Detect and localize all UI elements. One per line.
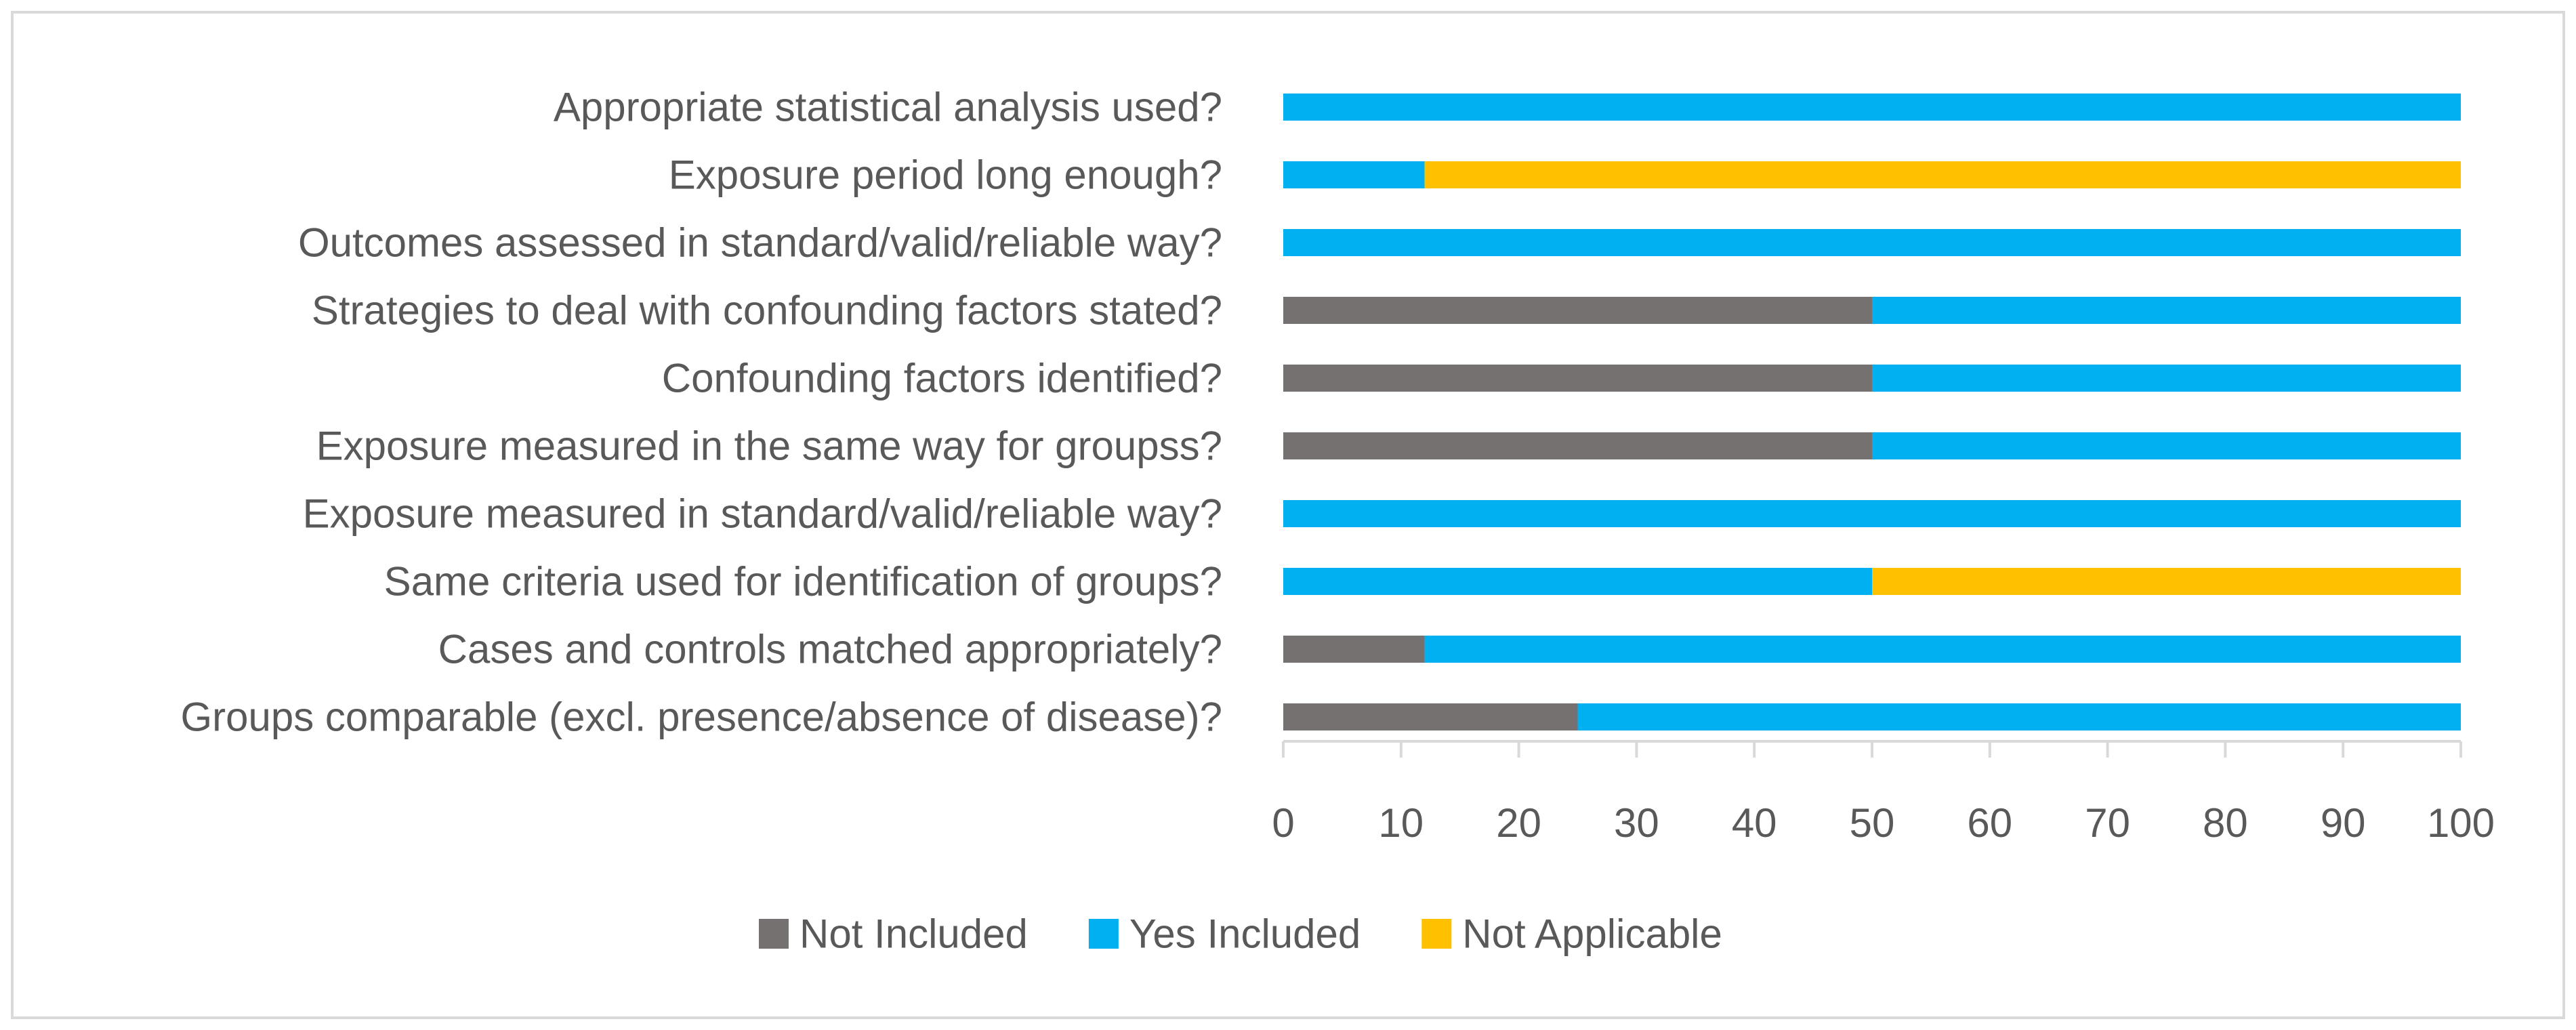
x-tick-label: 10 [1378,800,1424,846]
bar-segment-not-included [1283,432,1872,459]
category-label: Appropriate statistical analysis used? [554,85,1222,130]
legend-swatch-not-applicable [1421,919,1452,949]
category-label: Exposure measured in standard/valid/reli… [303,491,1222,537]
bar-segment-yes-included [1577,703,2461,730]
x-tick-label: 60 [1967,800,2012,846]
bar-segment-not-included [1283,636,1425,663]
x-tick-label: 90 [2321,800,2366,846]
category-label: Exposure period long enough? [669,152,1222,198]
category-label: Groups comparable (excl. presence/absenc… [181,695,1223,740]
legend-swatch-not-included [759,919,789,949]
x-tick-label: 30 [1614,800,1659,846]
bar-segment-yes-included [1872,365,2461,392]
legend-label-yes-included: Yes Included [1129,911,1360,957]
bar-segment-yes-included [1283,568,1872,595]
category-label: Confounding factors identified? [662,356,1222,401]
x-tick-label: 100 [2427,800,2495,846]
legend-swatch-yes-included [1088,919,1119,949]
bar-segment-yes-included [1872,432,2461,459]
bar-segment-yes-included [1283,94,2461,121]
x-tick-label: 0 [1272,800,1294,846]
x-tick-label: 20 [1496,800,1541,846]
bar-segment-not-included [1283,703,1578,730]
bar-segment-not-applicable [1872,568,2461,595]
x-tick-label: 70 [2085,800,2130,846]
x-tick-label: 50 [1850,800,1895,846]
bar-segment-yes-included [1424,636,2461,663]
bar-segment-yes-included [1283,229,2461,256]
category-label: Same criteria used for identification of… [384,559,1222,604]
legend-label-not-applicable: Not Applicable [1462,911,1722,957]
x-tick-label: 40 [1732,800,1777,846]
bar-segment-not-included [1283,297,1872,324]
category-label: Exposure measured in the same way for gr… [316,424,1222,469]
x-tick-label: 80 [2203,800,2248,846]
bar-segment-not-applicable [1424,161,2461,188]
legend-label-not-included: Not Included [799,911,1028,957]
bar-segment-yes-included [1872,297,2461,324]
category-label: Strategies to deal with confounding fact… [312,288,1222,333]
category-label: Cases and controls matched appropriately… [438,627,1222,672]
bar-segment-not-included [1283,365,1872,392]
category-label: Outcomes assessed in standard/valid/reli… [298,220,1222,266]
bar-segment-yes-included [1283,161,1425,188]
bar-segment-yes-included [1283,500,2461,527]
